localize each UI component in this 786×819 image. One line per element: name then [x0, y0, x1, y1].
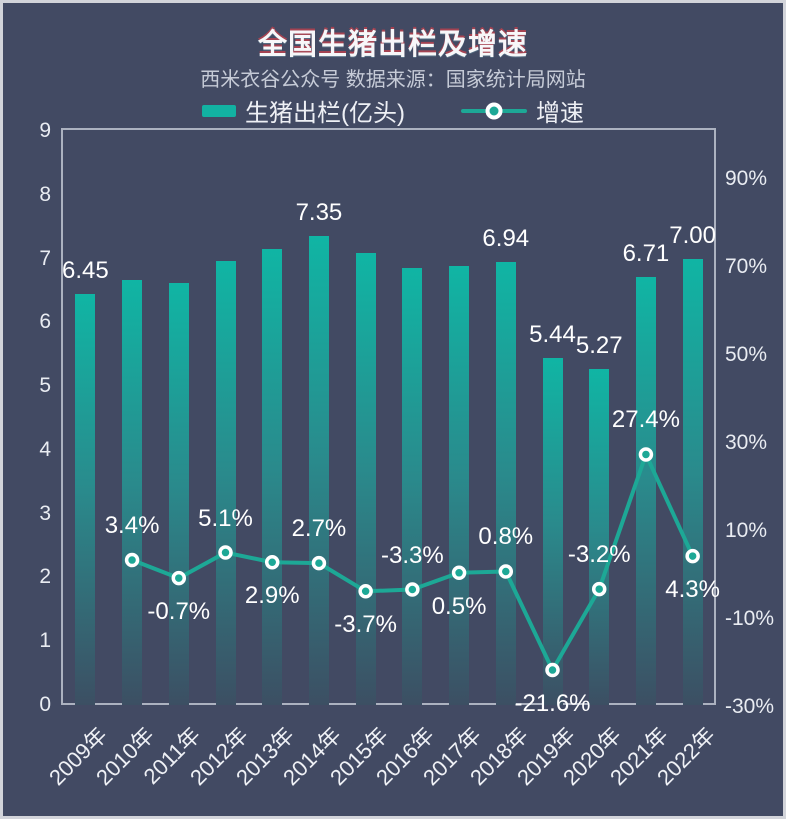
plot-area: [61, 128, 716, 705]
growth-label-2012: 5.1%: [198, 504, 253, 532]
marker-2010: [124, 552, 140, 568]
growth-label-2014: 2.7%: [291, 515, 347, 543]
bar-2022: [682, 258, 703, 705]
legend: 生猪出栏(亿头) 增速: [202, 93, 584, 128]
legend-label-line-series: 增速: [535, 100, 584, 127]
y-left-tick-1: 1: [39, 629, 51, 653]
marker-2016: [405, 582, 420, 597]
marker-2015: [358, 584, 373, 599]
marker-2012: [218, 545, 233, 560]
marker-2013: [264, 554, 280, 570]
bar-value-label-2014: 7.35: [295, 199, 343, 227]
line-series: [124, 447, 700, 678]
bar-2014: [308, 236, 329, 705]
y-right-tick--30: -30%: [725, 695, 775, 718]
marker-2019: [545, 662, 560, 678]
growth-label-2022: 4.3%: [665, 576, 720, 604]
marker-2021: [638, 447, 654, 462]
y-right-tick-90: 90%: [725, 167, 768, 190]
y-left-tick-8: 8: [39, 182, 51, 206]
y-right-tick-50: 50%: [725, 343, 768, 366]
y-left-tick-7: 7: [39, 246, 51, 270]
bar-2012: [215, 261, 236, 705]
bar-2017: [449, 266, 470, 705]
marker-2020: [591, 581, 607, 597]
growth-label-2015: -3.7%: [334, 611, 397, 639]
bar-value-label-2021: 6.71: [622, 240, 670, 268]
bar-2019: [542, 358, 563, 705]
legend-item-bar-series: 生猪出栏(亿头): [202, 93, 405, 128]
growth-label-2010: 3.4%: [104, 512, 160, 540]
bar-value-label-2019: 5.44: [529, 321, 576, 349]
y-left-tick-4: 4: [39, 437, 51, 461]
marker-2017: [451, 565, 467, 581]
growth-label-2016: -3.3%: [380, 541, 444, 569]
bar-2010: [122, 279, 143, 705]
y-left-tick-3: 3: [39, 501, 51, 525]
line-series-swatch-icon: [460, 102, 527, 119]
growth-label-2019: -21.6%: [514, 690, 591, 718]
chart-title: 全国生猪出栏及增速: [257, 29, 528, 61]
legend-label-bar-series: 生猪出栏(亿头): [245, 100, 405, 127]
marker-2011: [171, 570, 187, 586]
marker-2014: [311, 555, 327, 571]
bar-2009: [75, 293, 96, 705]
bar-value-label-2009: 6.45: [61, 256, 109, 284]
y-right-tick-70: 70%: [725, 255, 768, 278]
bar-2011: [168, 282, 189, 705]
y-right-tick-10: 10%: [725, 519, 768, 542]
y-left-tick-9: 9: [39, 119, 51, 142]
bar-value-label-2018: 6.94: [482, 225, 530, 253]
y-left-tick-6: 6: [39, 310, 51, 334]
bar-value-label-2020: 5.27: [575, 331, 623, 359]
bar-2020: [589, 368, 610, 705]
legend-item-line-series: 增速: [460, 93, 584, 128]
chart-subtitle: 西米衣谷公众号 数据来源：国家统计局网站: [200, 69, 586, 91]
bar-series-swatch-icon: [202, 104, 237, 117]
growth-label-2013: 2.9%: [244, 582, 300, 610]
line-marker-icon: [485, 102, 503, 119]
bar-2013: [262, 248, 283, 705]
growth-label-2020: -3.2%: [567, 541, 631, 569]
y-left-tick-5: 5: [39, 374, 51, 398]
y-right-tick--10: -10%: [725, 607, 775, 630]
growth-label-2017: 0.5%: [431, 592, 487, 620]
bar-2018: [495, 262, 516, 705]
growth-label-2021: 27.4%: [611, 406, 680, 434]
y-left-tick-0: 0: [39, 693, 51, 716]
marker-2022: [685, 548, 700, 564]
bar-2021: [635, 277, 656, 705]
marker-2018: [498, 564, 514, 579]
bar-value-label-2022: 7.00: [669, 221, 716, 249]
y-right-tick-30: 30%: [725, 431, 768, 454]
y-left-tick-2: 2: [39, 565, 51, 589]
bar-2016: [402, 268, 423, 705]
growth-label-2011: -0.7%: [147, 598, 211, 626]
growth-label-2018: 0.8%: [478, 523, 534, 551]
